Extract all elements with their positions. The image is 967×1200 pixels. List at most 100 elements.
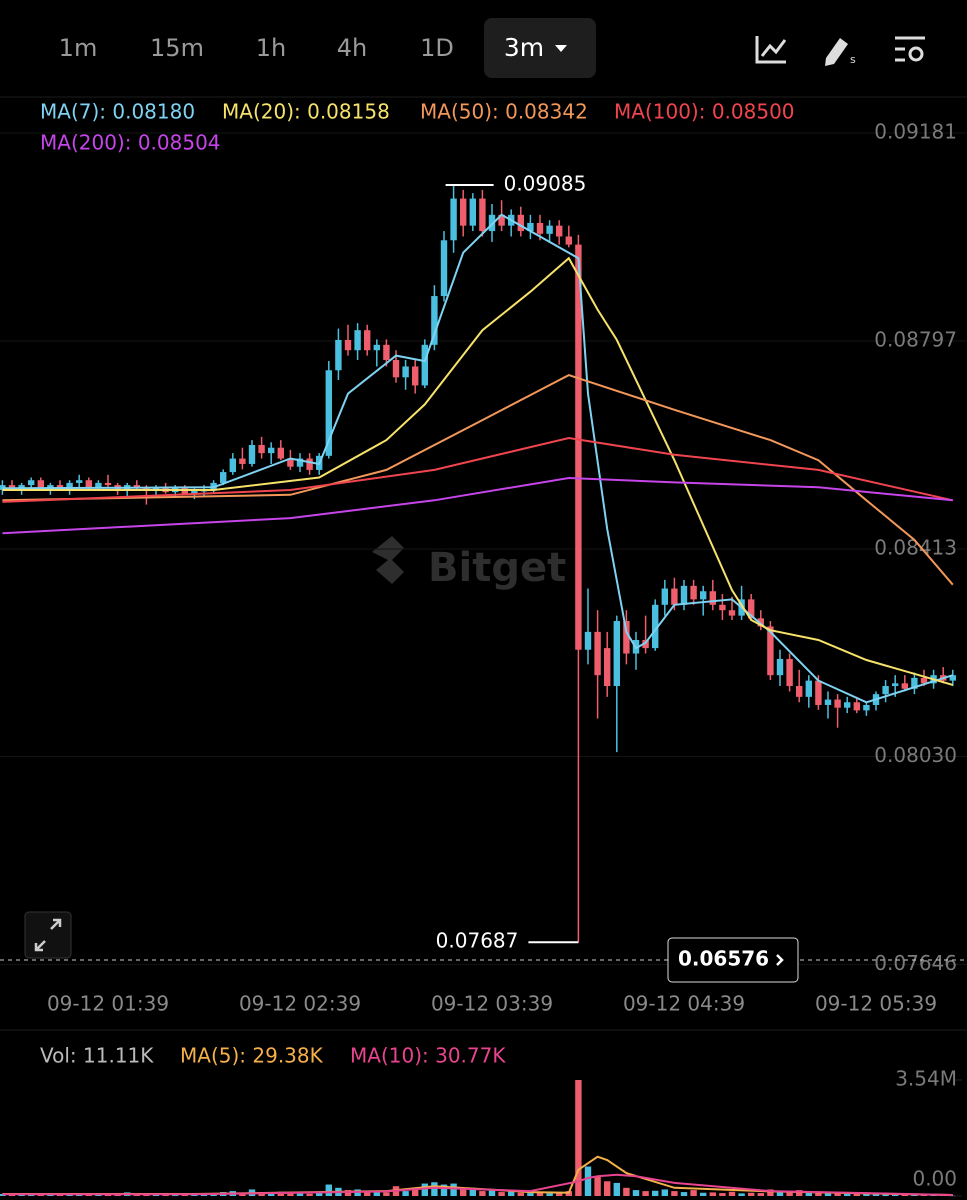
volume-bar [738, 1193, 745, 1196]
volume-bar [709, 1192, 716, 1196]
candle-body [95, 482, 102, 489]
volume-bar [373, 1192, 380, 1196]
volume-bar [421, 1183, 428, 1196]
candle-body [431, 296, 438, 345]
expand-button[interactable] [24, 911, 72, 959]
candle-body [536, 222, 544, 234]
active-interval[interactable]: 3m [504, 33, 544, 62]
candle-body [47, 485, 54, 489]
active-tab-bg[interactable] [484, 18, 596, 78]
y-tick-label: 0.08030 [874, 743, 957, 767]
volume-bar [498, 1192, 505, 1196]
candle-body [412, 366, 419, 386]
candle-body [776, 658, 784, 676]
candle-body [37, 480, 44, 489]
last-price-box[interactable] [667, 937, 799, 983]
volume-bar [776, 1191, 784, 1196]
last-price-label: 0.06576 [678, 947, 769, 971]
volume-bar [460, 1189, 467, 1196]
chart-type-icon[interactable] [755, 36, 787, 64]
candle-body [892, 683, 899, 687]
candle-body [479, 198, 486, 232]
volume-bar [748, 1192, 755, 1196]
candle-body [757, 618, 764, 627]
candle-body [594, 631, 601, 676]
volume-bar [805, 1192, 812, 1196]
candle-body [671, 588, 678, 605]
candle-body [565, 236, 572, 245]
volume-bar [306, 1193, 313, 1196]
ma-line [2, 1173, 953, 1196]
candle-body [920, 677, 928, 684]
candle-body [498, 214, 505, 226]
volume-bar [786, 1192, 793, 1196]
candle-body [191, 491, 198, 494]
candle-body [392, 359, 400, 378]
volume-bar [853, 1194, 860, 1196]
interval-tab[interactable]: 1m [59, 34, 98, 62]
candle-body [344, 339, 352, 351]
volume-bar [316, 1193, 323, 1196]
interval-tab[interactable]: 1D [420, 34, 454, 62]
settings-icon[interactable] [895, 36, 925, 62]
interval-tab[interactable]: 4h [337, 34, 367, 62]
dropdown-caret[interactable] [555, 45, 567, 52]
candle-body [383, 344, 390, 360]
candle-body [76, 480, 83, 483]
y-tick-label: 0.09181 [874, 120, 957, 144]
candle-body [248, 445, 256, 464]
icon-glyph: s [850, 53, 856, 66]
candle-body [623, 621, 630, 654]
volume-bar [325, 1184, 332, 1196]
y-tick-label: 3.54M [895, 1067, 957, 1091]
candle-body [517, 214, 524, 232]
volume-bar [671, 1191, 678, 1196]
volume-bar [268, 1193, 275, 1196]
candle-body [268, 447, 275, 454]
y-tick-label: 0.08797 [874, 328, 957, 352]
interval-tab[interactable]: 1h [256, 34, 286, 62]
volume-bar [536, 1192, 544, 1196]
volume-bar [114, 1194, 121, 1196]
candle-body [229, 458, 236, 473]
high-label: 0.09085 [504, 172, 587, 196]
candle-body [85, 480, 92, 489]
volume-bar [412, 1187, 419, 1196]
volume-bar [469, 1187, 476, 1196]
volume-bar [949, 1195, 956, 1197]
volume-bar [508, 1191, 515, 1196]
candle-body [767, 626, 774, 676]
x-tick-label: 09-12 05:39 [815, 992, 937, 1016]
candle-body [296, 458, 304, 467]
legend-entry: MA(10): 30.77K [350, 1044, 506, 1068]
volume-bar [863, 1193, 870, 1196]
volume-bar [604, 1181, 611, 1196]
volume-bar [680, 1192, 688, 1196]
volume-bar [517, 1192, 524, 1196]
volume-bar [431, 1182, 438, 1196]
candle-body [661, 588, 668, 605]
candle-body [287, 458, 294, 467]
volume-bar [575, 1080, 582, 1196]
candle-body [450, 198, 457, 241]
candle-body [402, 366, 409, 378]
volume-legend: Vol: 11.11K [40, 1044, 154, 1068]
draw-icon[interactable]: s [825, 38, 856, 66]
x-tick-label: 09-12 04:39 [623, 992, 745, 1016]
volume-bar [613, 1182, 620, 1196]
ma-line [2, 436, 954, 503]
legend-entry: MA(100): 0.08500 [614, 100, 795, 124]
volume-bar [402, 1191, 409, 1196]
candle-body [104, 482, 112, 486]
volume-bar [383, 1192, 390, 1196]
candle-body [66, 482, 73, 490]
candle-body [690, 585, 697, 600]
candle-body [373, 344, 380, 351]
volume-bar [767, 1189, 774, 1196]
ma-line [2, 476, 953, 535]
volume-bar [527, 1193, 534, 1196]
interval-tab[interactable]: 15m [150, 34, 204, 62]
volume-bar [546, 1193, 553, 1196]
volume-bar [440, 1184, 448, 1196]
